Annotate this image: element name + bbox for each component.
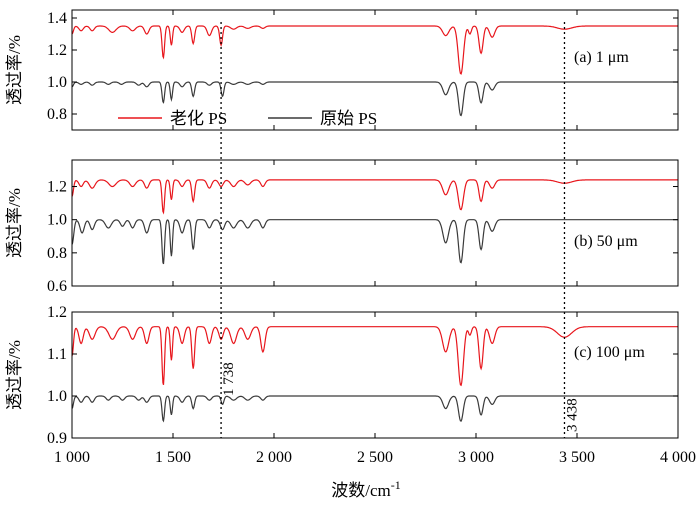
- y-axis-label: 透过率/%: [5, 340, 24, 410]
- legend: 老化 PS 原始 PS: [118, 109, 377, 128]
- y-tick-label: 1.0: [47, 212, 67, 229]
- x-tick-label: 3 500: [559, 449, 595, 466]
- panels: 0.8 1.0 1.2 1.4 透过率/% (a) 1 μm 0.6 0.8 1.0 1.2 透过率…: [5, 9, 679, 447]
- panel-c: 0.9 1.0 1.1 1.2 透过率/% (c) 100 μm: [5, 304, 679, 447]
- x-tick-label: 1 500: [155, 449, 191, 466]
- y-tick-label: 0.6: [47, 278, 67, 295]
- series-line-original-ps: [71, 81, 678, 117]
- series-line-original-ps: [71, 219, 678, 265]
- panel-frame: [71, 159, 679, 287]
- y-axis-label: 透过率/%: [5, 188, 24, 258]
- y-tick-label: 1.2: [47, 179, 67, 196]
- series-line-aged-ps: [71, 25, 678, 75]
- y-tick-label: 0.8: [47, 245, 67, 262]
- x-axis-label-sup: -1: [391, 478, 401, 492]
- legend-entry-label: 原始 PS: [320, 109, 377, 128]
- series-line-aged-ps: [71, 179, 678, 215]
- y-tick-label: 1.0: [47, 388, 67, 405]
- x-tick-label: 2 500: [357, 449, 393, 466]
- panel-a: 0.8 1.0 1.2 1.4 透过率/% (a) 1 μm: [5, 9, 679, 131]
- panel-label: (a) 1 μm: [574, 49, 629, 66]
- legend-entry-label: 老化 PS: [170, 109, 227, 128]
- x-tick-label: 1 000: [54, 449, 90, 466]
- panel-label: (b) 50 μm: [574, 233, 638, 250]
- y-tick-label: 0.9: [47, 430, 67, 447]
- y-tick-label: 1.1: [47, 346, 67, 363]
- series-line-aged-ps: [71, 326, 678, 387]
- x-axis-label-text: 波数/cm: [331, 481, 391, 500]
- x-tick-label: 2 000: [256, 449, 292, 466]
- x-tick-label: 4 000: [660, 449, 696, 466]
- reference-lines: 1 738 3 438: [220, 22, 580, 438]
- annotation-label: 1 738: [221, 362, 237, 396]
- x-axis-label: 波数/cm-1: [331, 478, 401, 500]
- y-tick-label: 1.0: [47, 74, 67, 91]
- panel-label: (c) 100 μm: [574, 344, 645, 361]
- series-line-original-ps: [71, 395, 678, 423]
- y-tick-label: 1.2: [47, 304, 67, 321]
- annotation-label: 3 438: [564, 398, 580, 432]
- x-tick-label: 3 000: [458, 449, 494, 466]
- y-tick-label: 1.4: [47, 10, 67, 27]
- y-tick-label: 0.8: [47, 106, 67, 123]
- y-axis-label: 透过率/%: [5, 35, 24, 105]
- panel-b: 0.6 0.8 1.0 1.2 透过率/% (b) 50 μm: [5, 159, 679, 295]
- y-tick-label: 1.2: [47, 42, 67, 59]
- x-axis: 1 000 1 500 2 000 2 500 3 000 3 500 4 000: [54, 449, 696, 466]
